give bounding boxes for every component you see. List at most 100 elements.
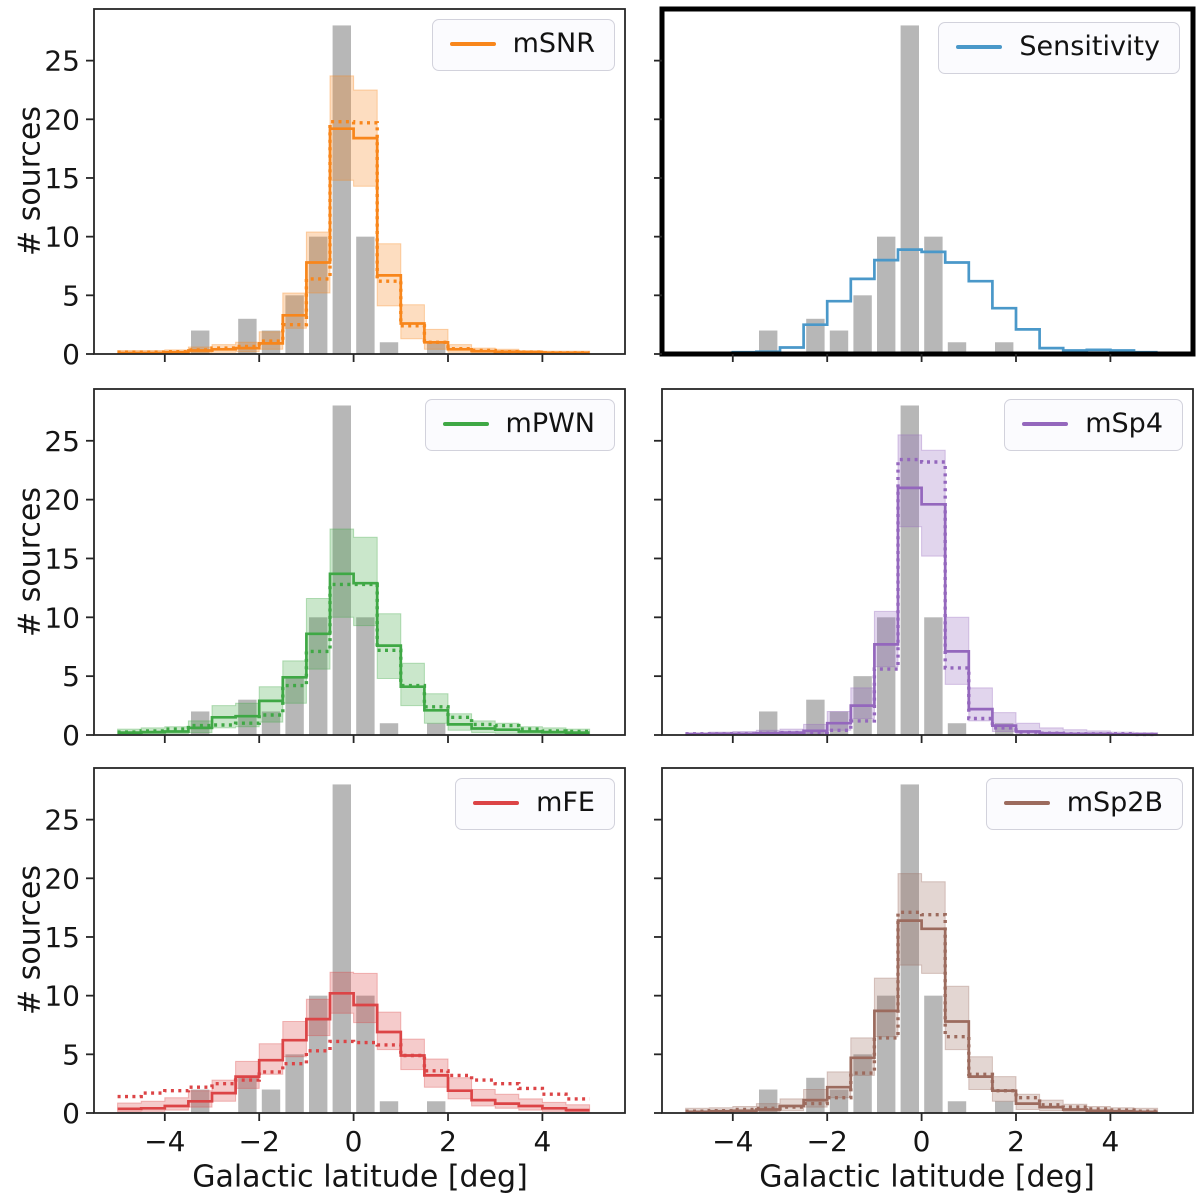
panel-sensitivity — [654, 6, 1196, 362]
y-tick-label: 0 — [62, 1097, 80, 1130]
panel-mfe: −4 −2 0 2 4 0 5 10 15 20 25 — [44, 767, 626, 1158]
y-tick-label: 10 — [44, 221, 80, 254]
model-solid-line-msnr — [117, 127, 590, 355]
model-band-mpwn — [117, 528, 591, 735]
x-tick-label: 0 — [913, 1125, 931, 1158]
legend-label-sensitivity: Sensitivity — [1019, 31, 1160, 62]
observed-bar — [379, 723, 399, 735]
legend-line-msp4 — [1022, 422, 1069, 426]
model-band-msnr — [117, 75, 591, 354]
observed-bar — [308, 236, 328, 354]
model-solid-line-msp2b — [685, 919, 1158, 1114]
observed-bar — [332, 784, 352, 1113]
ticks-mfe: −4 −2 0 2 4 0 5 10 15 20 25 — [44, 804, 551, 1158]
observed-bar — [924, 617, 943, 735]
x-tick-label: −2 — [239, 1125, 280, 1158]
observed-bars-msp2b — [758, 784, 1014, 1113]
observed-bar — [876, 995, 896, 1113]
observed-bar — [806, 699, 825, 735]
observed-bar — [876, 617, 896, 735]
model-solid-line-msp4 — [685, 486, 1158, 736]
panel-mpwn: 0 5 10 15 20 25 — [44, 388, 626, 752]
observed-bars-msnr — [190, 25, 446, 355]
observed-bar — [379, 342, 399, 354]
y-tick-label: 15 — [44, 921, 80, 954]
observed-bar — [900, 25, 920, 355]
panel-frame-msnr — [93, 8, 626, 355]
panel-frame-sensitivity-highlighted — [659, 6, 1196, 357]
model-dotted-line-mpwn — [117, 582, 590, 734]
observed-bar — [924, 995, 943, 1113]
observed-bar — [261, 1089, 281, 1113]
observed-bar — [758, 711, 778, 735]
panel-frame-msp4 — [661, 388, 1194, 736]
observed-bar — [853, 1054, 872, 1113]
legend-line-msnr — [449, 42, 496, 46]
y-tick-label: 25 — [44, 425, 80, 458]
y-tick-label: 15 — [44, 542, 80, 575]
y-axis-label-row2: # sources — [12, 487, 48, 637]
model-solid-line-sensitivity — [685, 248, 1158, 355]
legend-label-mpwn: mPWN — [505, 408, 595, 439]
observed-bar — [829, 1089, 849, 1113]
observed-bar — [379, 1101, 399, 1113]
observed-bar — [876, 236, 896, 354]
y-tick-label: 0 — [62, 719, 80, 752]
observed-bar — [758, 330, 778, 354]
x-tick-label: −4 — [712, 1125, 753, 1158]
legend-label-msp2b: mSp2B — [1066, 787, 1163, 818]
panel-frame-msp2b — [661, 767, 1194, 1114]
x-tick-label: −4 — [144, 1125, 185, 1158]
y-tick-label: 20 — [44, 103, 80, 136]
observed-bar — [994, 342, 1014, 354]
y-axis-label-row1: # sources — [12, 106, 48, 256]
panel-frame-mfe — [93, 767, 626, 1114]
observed-bar — [947, 1101, 967, 1113]
observed-bar — [285, 1054, 304, 1113]
observed-bar — [924, 236, 943, 354]
legend-line-mfe — [473, 801, 520, 805]
x-tick-label: 0 — [345, 1125, 363, 1158]
ticks-msnr: 0 5 10 15 20 25 — [44, 45, 544, 371]
model-dotted-line-mfe — [117, 1039, 590, 1101]
observed-bar — [829, 330, 849, 354]
panel-msp4 — [654, 388, 1194, 743]
y-tick-label: 25 — [44, 45, 80, 78]
y-axis-label-row3: # sources — [12, 865, 48, 1015]
x-tick-label: 4 — [533, 1125, 551, 1158]
observed-bar — [994, 1101, 1014, 1113]
x-axis-label-left: Galactic latitude [deg] — [192, 1159, 528, 1195]
x-axis-label-right: Galactic latitude [deg] — [759, 1159, 1095, 1195]
model-dotted-line-msp2b — [685, 910, 1158, 1113]
legend-mfe: mFE — [455, 778, 615, 830]
observed-bar — [947, 342, 967, 354]
panel-msnr: 0 5 10 15 20 25 — [44, 8, 626, 371]
observed-bars-sensitivity — [758, 25, 1014, 355]
y-tick-label: 5 — [62, 1038, 80, 1071]
x-tick-label: −2 — [807, 1125, 848, 1158]
y-tick-label: 10 — [44, 601, 80, 634]
legend-label-mfe: mFE — [536, 787, 595, 818]
ticks-sensitivity — [654, 59, 1112, 362]
y-tick-label: 5 — [62, 660, 80, 693]
model-band-msp2b — [685, 873, 1159, 1113]
legend-label-msp4: mSp4 — [1085, 408, 1163, 439]
ticks-msp2b: −4 −2 0 2 4 — [654, 818, 1119, 1158]
observed-bar — [806, 318, 825, 354]
y-tick-label: 25 — [44, 804, 80, 837]
y-tick-label: 10 — [44, 980, 80, 1013]
y-tick-label: 5 — [62, 279, 80, 312]
observed-bar — [190, 330, 210, 354]
observed-bar — [238, 1077, 257, 1113]
model-solid-line-mfe — [117, 991, 590, 1112]
x-tick-label: 4 — [1101, 1125, 1119, 1158]
observed-bar — [332, 25, 352, 355]
observed-bar — [426, 342, 446, 354]
observed-bar — [238, 318, 257, 354]
legend-msp4: mSp4 — [1004, 399, 1183, 451]
panel-msp2b: −4 −2 0 2 4 — [654, 767, 1194, 1158]
observed-bar — [853, 295, 872, 354]
observed-bar — [947, 723, 967, 735]
observed-bar — [285, 676, 304, 735]
